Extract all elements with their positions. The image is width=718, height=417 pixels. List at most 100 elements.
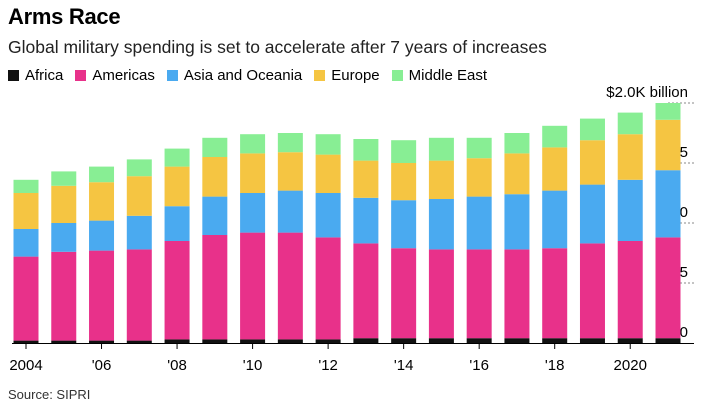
bar-segment-middle-east-2019	[579, 118, 605, 141]
bar-segment-middle-east-2008	[164, 148, 190, 167]
bar-segment-americas-2019	[579, 243, 605, 339]
bar-segment-americas-2005	[51, 251, 77, 341]
bar-segment-africa-2019	[579, 338, 605, 343]
bar-segment-africa-2012	[315, 339, 341, 343]
bar-segment-middle-east-2021	[655, 103, 681, 120]
bar-segment-europe-2005	[51, 185, 77, 223]
x-tick-label: '10	[243, 357, 263, 374]
bar-segment-asia-and-oceania-2017	[504, 194, 530, 250]
bar-segment-africa-2008	[164, 339, 190, 343]
y-tick-label: $2.0K billion	[606, 84, 688, 101]
bar-segment-middle-east-2016	[466, 137, 492, 159]
bar-segment-middle-east-2009	[202, 137, 228, 157]
bar-segment-europe-2008	[164, 166, 190, 207]
bar-segment-middle-east-2020	[617, 112, 643, 135]
bar-segment-asia-and-oceania-2006	[89, 220, 115, 251]
bar-segment-middle-east-2006	[89, 166, 115, 183]
legend-item-americas: Americas	[75, 67, 155, 84]
bar-segment-middle-east-2014	[391, 140, 417, 163]
legend-swatch-europe	[314, 70, 326, 81]
bar-segment-europe-2007	[126, 176, 152, 216]
bar-segment-middle-east-2017	[504, 133, 530, 154]
bar-segment-americas-2004	[13, 256, 39, 341]
bar-segment-middle-east-2005	[51, 171, 77, 186]
bar-segment-middle-east-2013	[353, 139, 379, 161]
bar-segment-africa-2017	[504, 338, 530, 343]
bar-segment-europe-2018	[542, 147, 568, 191]
bar-segment-europe-2016	[466, 158, 492, 197]
bar-segment-europe-2020	[617, 134, 643, 180]
bar-segment-europe-2009	[202, 157, 228, 197]
bar-segment-asia-and-oceania-2009	[202, 196, 228, 235]
bar-segment-europe-2013	[353, 160, 379, 198]
bar-segment-africa-2010	[240, 339, 266, 343]
bar-segment-africa-2018	[542, 338, 568, 343]
bar-segment-americas-2010	[240, 232, 266, 340]
bar-segment-africa-2005	[51, 340, 77, 343]
bar-segment-europe-2010	[240, 153, 266, 193]
bar-segment-europe-2006	[89, 182, 115, 221]
y-tick-label: 0	[680, 324, 688, 341]
bar-segment-europe-2014	[391, 163, 417, 201]
bar-segment-europe-2012	[315, 154, 341, 193]
bar-segment-americas-2014	[391, 248, 417, 339]
legend-item-europe: Europe	[314, 67, 380, 84]
bar-segment-americas-2021	[655, 237, 681, 339]
bar-segment-africa-2021	[655, 338, 681, 343]
bar-segment-asia-and-oceania-2013	[353, 197, 379, 244]
bar-segment-asia-and-oceania-2018	[542, 190, 568, 249]
bar-segment-middle-east-2011	[277, 133, 303, 153]
bar-segment-americas-2020	[617, 241, 643, 339]
bar-segment-europe-2015	[428, 160, 454, 199]
legend-label-europe: Europe	[331, 67, 380, 84]
bar-segment-americas-2011	[277, 232, 303, 340]
bar-segment-asia-and-oceania-2012	[315, 193, 341, 238]
bar-segment-asia-and-oceania-2008	[164, 206, 190, 241]
chart-title: Arms Race	[8, 4, 121, 29]
bar-segment-africa-2016	[466, 338, 492, 343]
bar-segment-africa-2004	[13, 340, 39, 343]
bar-segment-americas-2007	[126, 249, 152, 341]
bar-segment-asia-and-oceania-2011	[277, 190, 303, 233]
bar-segment-europe-2004	[13, 193, 39, 229]
bar-segment-europe-2017	[504, 153, 530, 195]
bar-segment-middle-east-2007	[126, 159, 152, 177]
x-tick-label: '18	[545, 357, 565, 374]
bar-segment-africa-2015	[428, 338, 454, 343]
bar-segment-africa-2009	[202, 339, 228, 343]
x-tick-label: 2020	[614, 357, 647, 374]
bar-segment-africa-2020	[617, 338, 643, 343]
bar-segment-americas-2008	[164, 241, 190, 340]
bar-segment-americas-2018	[542, 248, 568, 339]
bar-segment-europe-2011	[277, 152, 303, 191]
legend-item-asia-oceania: Asia and Oceania	[166, 67, 303, 84]
legend-label-africa: Africa	[25, 67, 64, 84]
bar-segment-americas-2013	[353, 243, 379, 339]
bar-segment-americas-2009	[202, 235, 228, 340]
x-tick-label: '08	[167, 357, 187, 374]
source-note: Source: SIPRI	[8, 387, 91, 402]
x-tick-label: '12	[318, 357, 338, 374]
bar-segment-europe-2019	[579, 140, 605, 185]
legend-label-middle-east: Middle East	[408, 67, 488, 84]
bar-segment-middle-east-2015	[428, 137, 454, 161]
bar-segment-americas-2006	[89, 250, 115, 341]
bar-segment-asia-and-oceania-2005	[51, 223, 77, 252]
bar-segment-asia-and-oceania-2015	[428, 199, 454, 250]
x-tick-label: '16	[469, 357, 489, 374]
bar-segment-africa-2013	[353, 338, 379, 343]
bar-segment-americas-2012	[315, 237, 341, 340]
bar-segment-asia-and-oceania-2007	[126, 215, 152, 250]
legend-swatch-middle-east	[391, 70, 403, 81]
bar-segment-africa-2007	[126, 340, 152, 343]
legend-label-asia-oceania: Asia and Oceania	[183, 67, 303, 84]
bar-segment-americas-2016	[466, 249, 492, 339]
legend-item-africa: Africa	[8, 67, 63, 84]
bar-segment-middle-east-2012	[315, 134, 341, 155]
bar-segment-asia-and-oceania-2019	[579, 184, 605, 244]
bar-segment-asia-and-oceania-2021	[655, 170, 681, 238]
bar-segment-asia-and-oceania-2010	[240, 193, 266, 233]
legend-swatch-africa	[8, 70, 19, 81]
legend-label-americas: Americas	[92, 67, 155, 84]
